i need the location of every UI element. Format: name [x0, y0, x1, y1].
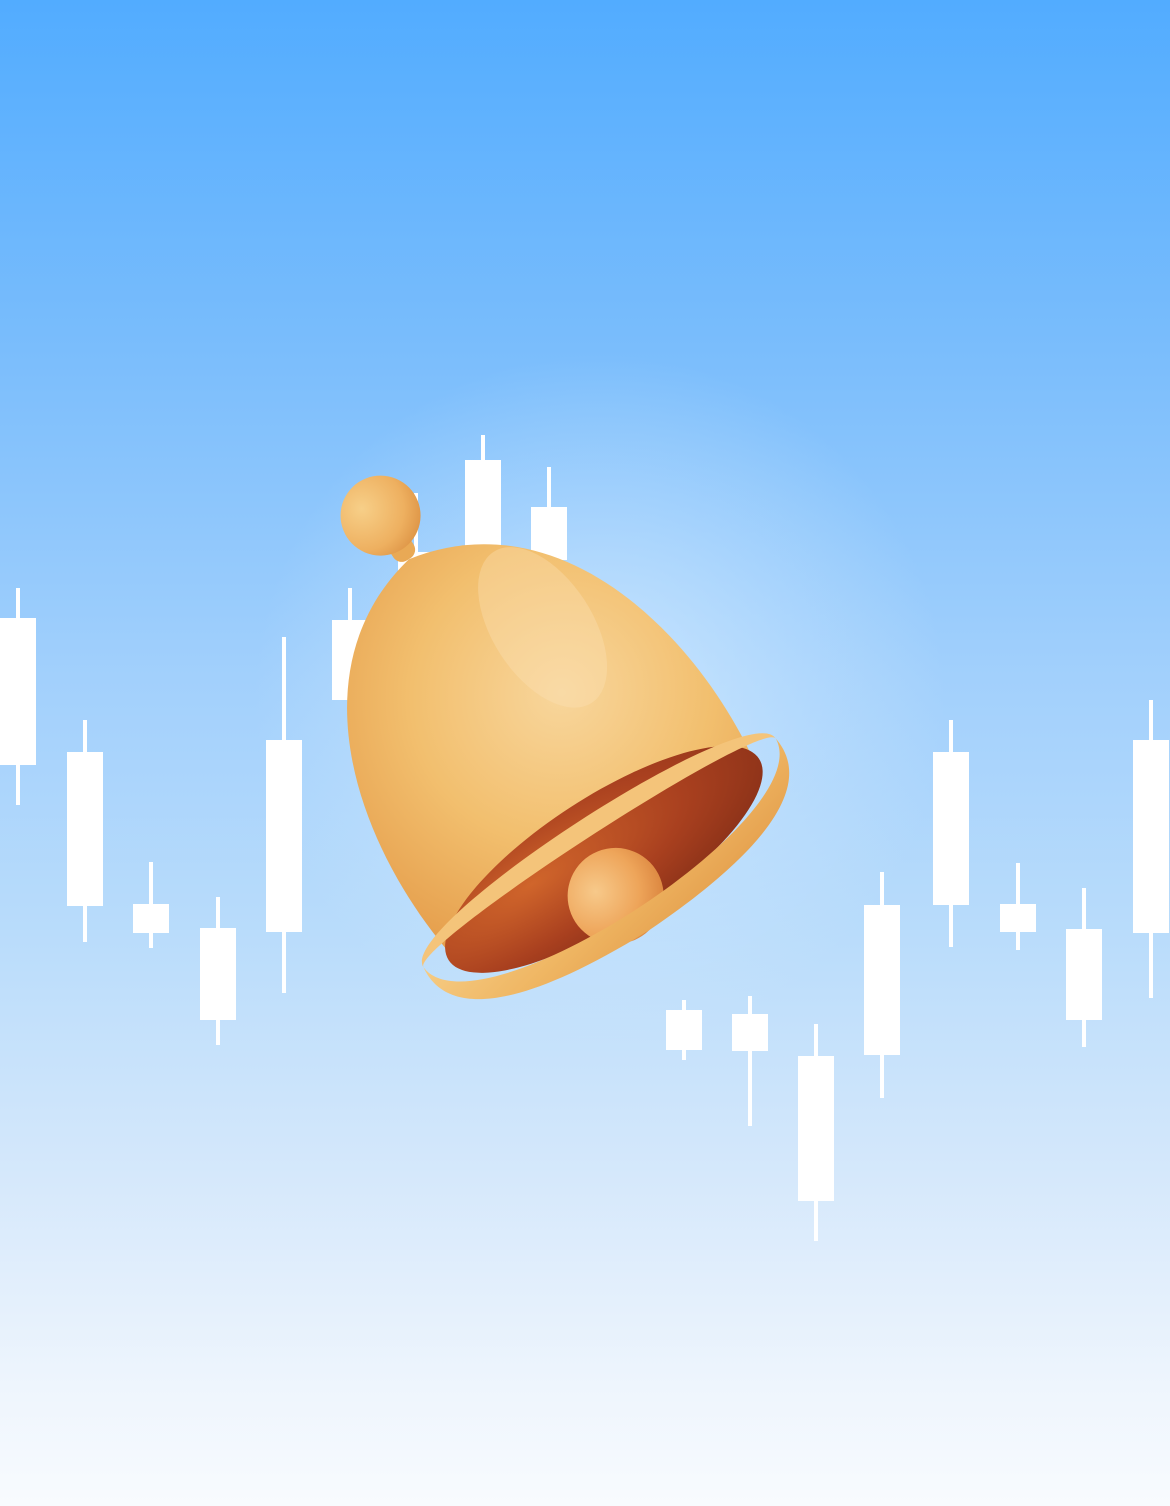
bell-knob	[340, 475, 421, 556]
candlestick	[933, 720, 969, 947]
candle-body	[1066, 929, 1102, 1020]
candle-body	[732, 1014, 768, 1051]
bell-highlight	[478, 547, 608, 708]
bell-rim	[423, 738, 790, 1000]
candlestick	[266, 637, 302, 993]
candle-body	[1133, 740, 1169, 933]
bell-dome	[347, 544, 754, 955]
candlestick	[1000, 863, 1036, 950]
candlestick	[666, 1000, 702, 1060]
candle-wick	[748, 996, 752, 1126]
candlestick	[798, 1024, 834, 1241]
candlestick	[1066, 888, 1102, 1047]
candlestick	[732, 996, 768, 1126]
candle-body	[864, 905, 900, 1055]
candlestick	[200, 897, 236, 1045]
candle-body	[465, 460, 501, 546]
candlestick	[1133, 700, 1169, 998]
candlestick	[531, 467, 567, 560]
candle-body	[933, 752, 969, 905]
candle-body	[666, 1010, 702, 1050]
candle-body	[0, 618, 36, 765]
candlestick	[133, 862, 169, 948]
candle-body	[266, 740, 302, 932]
candle-body	[1000, 904, 1036, 932]
candle-body	[133, 904, 169, 933]
candle-body	[531, 507, 567, 560]
candle-body	[67, 752, 103, 906]
candle-body	[200, 928, 236, 1020]
candlestick	[0, 588, 36, 805]
candlestick	[67, 720, 103, 942]
candle-body	[798, 1056, 834, 1201]
candlestick	[864, 872, 900, 1098]
candlestick	[465, 435, 501, 590]
